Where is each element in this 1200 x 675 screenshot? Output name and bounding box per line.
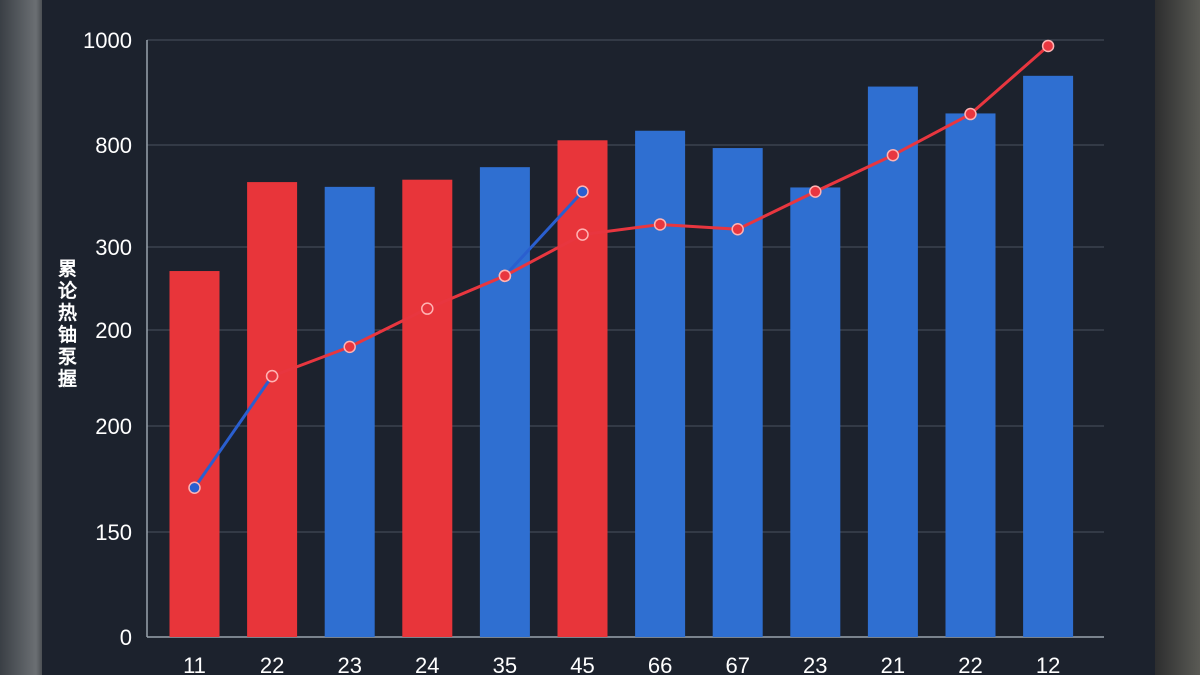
chart-panel: 1000 800 300 200 200 150 0 11 22 23 24 35 45 66 67 23 2… (42, 0, 1155, 675)
series-point (421, 302, 434, 315)
x-tick-label: 22 (260, 653, 284, 675)
bar (324, 186, 375, 637)
y-tick-label: 0 (120, 625, 132, 650)
series-point (576, 228, 589, 241)
y-axis-ticks: 1000 800 300 200 200 150 0 (83, 28, 132, 650)
x-axis-ticks: 11 22 23 24 35 45 66 67 23 21 22 12 (183, 653, 1060, 675)
series-point (343, 340, 356, 354)
series-point (498, 269, 512, 283)
series-point (653, 218, 667, 231)
lines (188, 39, 1055, 494)
bar (635, 130, 686, 637)
bar (247, 182, 298, 637)
y-tick-label: 800 (95, 133, 132, 158)
y-tick-label: 300 (95, 235, 132, 260)
y-tick-label: 200 (95, 414, 132, 439)
series-point (809, 185, 822, 198)
bars (169, 75, 1074, 638)
x-tick-label: 23 (337, 653, 361, 675)
series-line (193, 375, 274, 489)
x-tick-label: 12 (1036, 653, 1060, 675)
x-tick-label: 24 (415, 653, 439, 675)
series-line (503, 190, 584, 277)
series-point (964, 107, 977, 121)
x-tick-label: 21 (881, 653, 905, 675)
bar (945, 113, 996, 637)
y-tick-label: 1000 (83, 28, 132, 53)
x-tick-label: 66 (648, 653, 672, 675)
series-point (886, 148, 900, 162)
x-tick-label: 22 (958, 653, 982, 675)
x-tick-label: 11 (183, 653, 206, 675)
bar (479, 167, 530, 637)
y-tick-label: 150 (95, 520, 132, 545)
bar (402, 179, 453, 637)
series-point (265, 369, 279, 383)
series-point (188, 481, 201, 494)
x-tick-label: 45 (570, 653, 594, 675)
y-axis-label: 累论热铀泵握 (58, 258, 78, 390)
bar (867, 86, 918, 638)
gridlines (146, 39, 1104, 638)
series-point (731, 222, 744, 236)
x-tick-label: 23 (803, 653, 827, 675)
series-point (1041, 39, 1055, 53)
y-tick-label: 200 (95, 318, 132, 343)
bar (169, 271, 220, 637)
series-point (576, 185, 589, 198)
bar (1023, 75, 1074, 637)
chart-canvas: 1000 800 300 200 200 150 0 11 22 23 24 35 45 66 67 23 2… (83, 28, 1104, 675)
x-tick-label: 35 (493, 653, 517, 675)
x-tick-label: 67 (725, 653, 749, 675)
bar (790, 187, 841, 638)
bar (557, 140, 608, 637)
